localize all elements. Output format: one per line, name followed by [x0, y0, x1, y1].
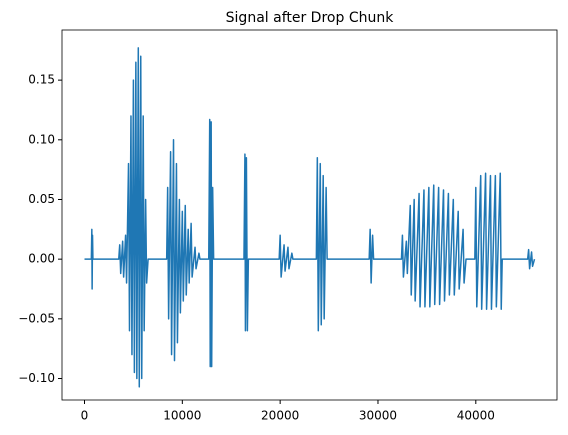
y-tick-label: 0.15 — [28, 73, 55, 87]
chart-title: Signal after Drop Chunk — [226, 10, 395, 26]
signal-line — [84, 47, 536, 388]
y-tick-label: 0.10 — [28, 132, 55, 146]
x-tick-label: 20000 — [261, 409, 299, 423]
y-tick-label: −0.10 — [18, 371, 55, 385]
plot-frame — [61, 29, 558, 401]
x-tick-label: 40000 — [457, 409, 495, 423]
x-tick-label: 0 — [81, 409, 89, 423]
x-tick-label: 10000 — [163, 409, 201, 423]
y-tick-label: −0.05 — [18, 311, 55, 325]
y-tick-label: 0.05 — [28, 192, 55, 206]
y-tick-label: 0.00 — [28, 252, 55, 266]
x-tick-label: 30000 — [359, 409, 397, 423]
